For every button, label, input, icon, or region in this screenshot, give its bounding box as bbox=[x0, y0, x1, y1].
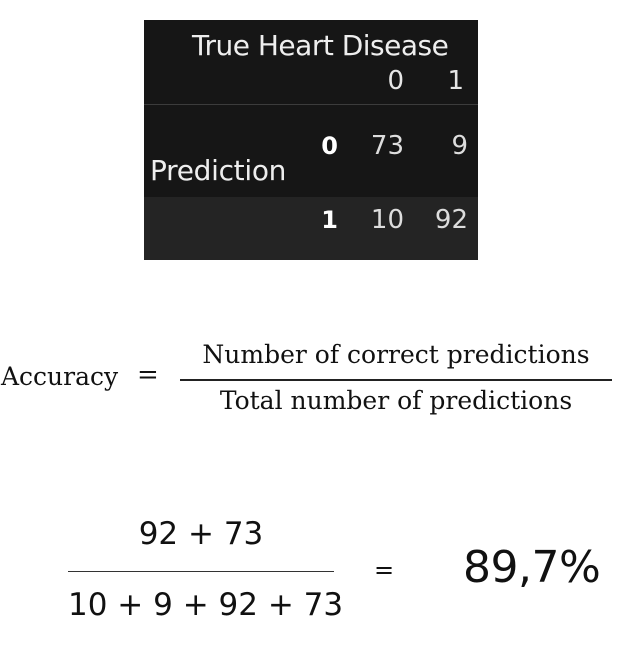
matrix-cell-0-0: 73 bbox=[370, 131, 404, 161]
calculation-numerator: 92 + 73 bbox=[138, 516, 264, 552]
matrix-row-band-0 bbox=[144, 105, 478, 197]
matrix-cell-1-0: 10 bbox=[370, 205, 404, 235]
column-label-0: 0 bbox=[387, 66, 404, 96]
accuracy-result: 89,7% bbox=[463, 542, 601, 593]
formula-equals-sign: = bbox=[137, 360, 159, 390]
formula-lhs: Accuracy bbox=[1, 362, 119, 391]
row-label-0: 0 bbox=[321, 132, 338, 160]
formula-denominator: Total number of predictions bbox=[219, 386, 573, 415]
confusion-matrix: True Heart Disease 0 1 Prediction 0 1 73… bbox=[144, 20, 478, 260]
matrix-cell-1-1: 92 bbox=[434, 205, 468, 235]
row-axis-title: Prediction bbox=[150, 154, 287, 187]
matrix-row-band-1 bbox=[144, 197, 478, 260]
accuracy-calculation: 92 + 73 10 + 9 + 92 + 73 = 89,7% bbox=[0, 510, 635, 645]
column-axis-title: True Heart Disease bbox=[192, 29, 449, 62]
formula-numerator: Number of correct predictions bbox=[202, 340, 590, 369]
matrix-cell-0-1: 9 bbox=[451, 131, 468, 161]
formula-fraction-bar bbox=[180, 379, 612, 381]
calculation-denominator: 10 + 9 + 92 + 73 bbox=[68, 587, 344, 623]
calculation-fraction-bar bbox=[68, 571, 334, 572]
matrix-header-divider bbox=[144, 104, 478, 105]
calculation-equals-sign: = bbox=[374, 556, 395, 584]
row-label-1: 1 bbox=[321, 206, 338, 234]
column-label-1: 1 bbox=[447, 66, 464, 96]
accuracy-formula: Accuracy = Number of correct predictions… bbox=[0, 336, 635, 426]
